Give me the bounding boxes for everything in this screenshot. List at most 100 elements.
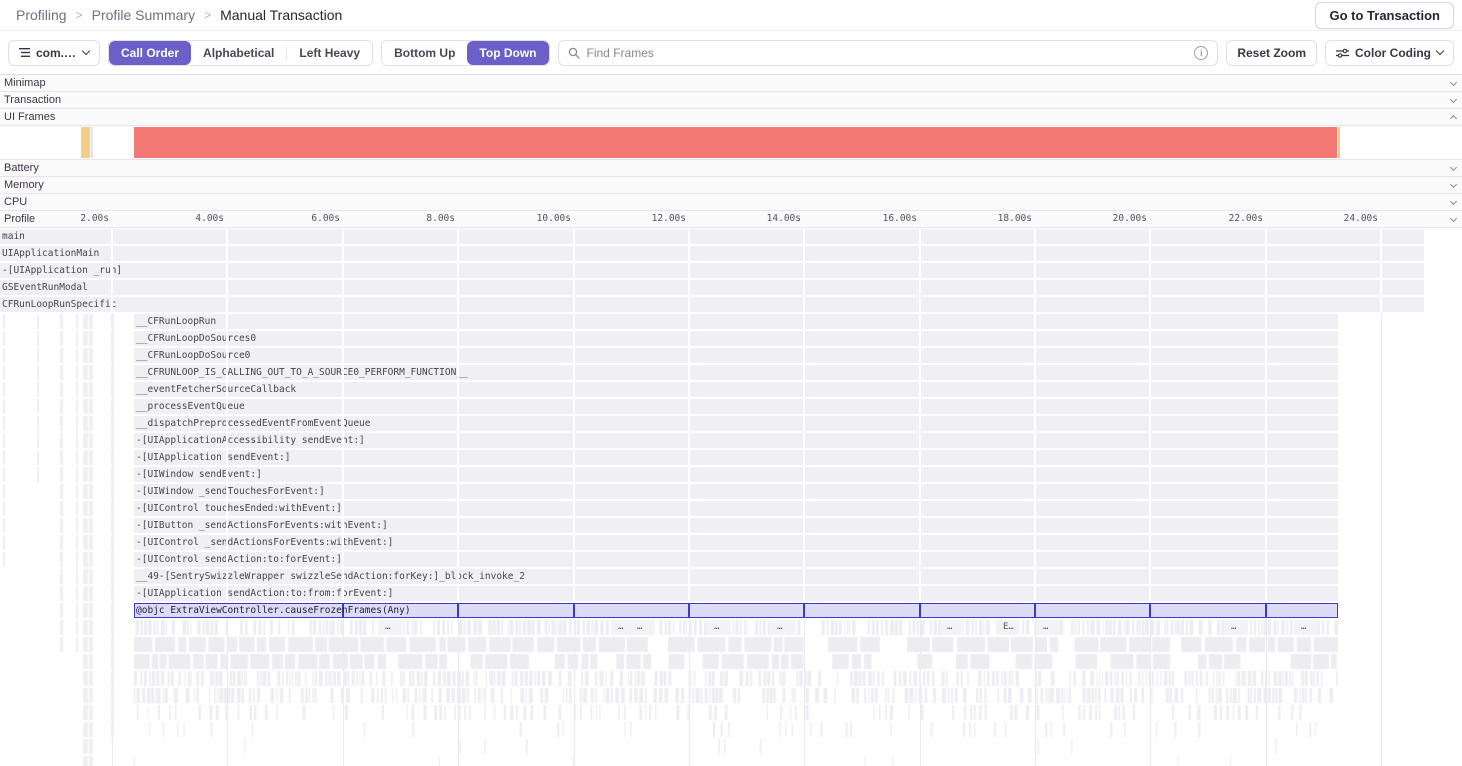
breadcrumb-item-profiling[interactable]: Profiling — [16, 7, 67, 23]
flame-frame[interactable]: -[UIApplication sendEvent:] — [134, 450, 1338, 465]
sort-button-group: Call Order Alphabetical Left Heavy — [108, 39, 374, 66]
reset-zoom-button[interactable]: Reset Zoom — [1226, 39, 1318, 66]
frame-split-gap — [688, 228, 690, 313]
section-label: UI Frames — [4, 111, 56, 123]
frame-split-gap — [688, 313, 690, 602]
truncated-frame-label[interactable]: … — [714, 622, 720, 632]
ui-frames-slow-frame — [81, 127, 90, 158]
flame-frame[interactable]: __CFRunLoopDoSources0 — [134, 331, 1338, 346]
truncated-frame-label[interactable]: … — [637, 622, 643, 632]
section-label: CPU — [4, 196, 28, 208]
chevron-down-icon — [1449, 180, 1458, 188]
ui-frames-track[interactable] — [0, 126, 1462, 160]
flame-frame[interactable]: UIApplicationMain — [0, 246, 1424, 261]
flame-frame[interactable]: -[UIControl sendAction:to:forEvent:] — [134, 552, 1338, 567]
truncated-frame-label[interactable]: … — [1301, 622, 1307, 632]
frame-split-gap — [919, 313, 921, 602]
flame-frame[interactable]: __CFRunLoopRun — [134, 314, 1338, 329]
selected-frame-label: @objc ExtraViewController.causeFrozenFra… — [136, 605, 411, 616]
frame-split-gap — [1380, 228, 1382, 313]
flamegraph-canvas-area[interactable]: main UIApplicationMain -[UIApplication _ru… — [0, 228, 1462, 766]
section-label: Minimap — [4, 77, 46, 89]
ui-frames-divider — [91, 127, 93, 158]
sort-button-left-heavy[interactable]: Left Heavy — [287, 40, 373, 65]
chevron-down-icon — [1449, 197, 1458, 205]
truncated-frame-label[interactable]: … — [947, 622, 953, 632]
frame-split-gap — [457, 228, 459, 313]
sort-button-call-order[interactable]: Call Order — [109, 40, 192, 65]
flame-frame[interactable]: CFRunLoopRunSpecific — [0, 297, 1424, 312]
flame-frame[interactable]: GSEventRunModal — [0, 280, 1424, 295]
selected-frame-segment[interactable] — [1150, 603, 1266, 618]
find-frames-input[interactable] — [586, 45, 1188, 60]
flame-frame[interactable]: -[UIButton _sendActionsForEvents:withEve… — [134, 518, 1338, 533]
flame-frame[interactable]: -[UIApplication sendAction:to:from:forEv… — [134, 586, 1338, 601]
time-axis-label: 10.00s — [536, 213, 571, 224]
frame-split-gap — [1034, 228, 1036, 313]
section-header-minimap[interactable]: Minimap — [0, 75, 1462, 92]
time-axis-label: 8.00s — [426, 213, 455, 224]
flame-frame[interactable]: __CFRunLoopDoSource0 — [134, 348, 1338, 363]
selected-frame-segment[interactable] — [804, 603, 920, 618]
truncated-frame-label[interactable]: … — [385, 622, 391, 632]
selected-frame-segment[interactable] — [343, 603, 458, 618]
selected-frame-segment[interactable] — [920, 603, 1035, 618]
selected-frame-segment[interactable] — [134, 603, 343, 618]
selected-frame-segment[interactable] — [458, 603, 574, 618]
find-frames-search[interactable]: i — [557, 39, 1219, 66]
frame-split-gap — [919, 228, 921, 313]
flame-frame[interactable]: __eventFetcherSourceCallback — [134, 382, 1338, 397]
flame-frame[interactable]: -[UIWindow sendEvent:] — [134, 467, 1338, 482]
truncated-frame-label[interactable]: … — [1043, 622, 1049, 632]
flame-frame[interactable]: -[UIApplication _run] — [0, 263, 1424, 278]
flame-frame[interactable]: __dispatchPreprocessedEventFromEventQueu… — [134, 416, 1338, 431]
chevron-down-icon — [1449, 163, 1458, 171]
frame-split-gap — [573, 313, 575, 602]
frame-split-gap — [803, 228, 805, 313]
flame-frame[interactable]: -[UIControl _sendActionsForEvents:withEv… — [134, 535, 1338, 550]
selected-frame-segment[interactable] — [1035, 603, 1150, 618]
selected-frame-row: @objc ExtraViewController.causeFrozenFra… — [134, 603, 1338, 618]
chevron-up-icon — [1449, 114, 1458, 123]
sort-button-alphabetical[interactable]: Alphabetical — [191, 40, 287, 65]
section-header-battery[interactable]: Battery — [0, 160, 1462, 177]
section-header-memory[interactable]: Memory — [0, 177, 1462, 194]
time-axis-label: 24.00s — [1343, 213, 1378, 224]
breadcrumb-separator: > — [204, 8, 212, 22]
time-axis-label: 4.00s — [195, 213, 224, 224]
selected-frame-segment[interactable] — [1266, 603, 1338, 618]
flamegraph-toolbar: com.apple.... Call OrderAlphabeticalLeft… — [0, 31, 1462, 75]
breadcrumb: Profiling > Profile Summary > Manual Transac… — [16, 7, 342, 23]
section-header-ui-frames[interactable]: UI Frames — [0, 109, 1462, 126]
sort-button-top-down[interactable]: Top Down — [467, 40, 549, 65]
flame-frame[interactable]: -[UIWindow _sendTouchesForEvent:] — [134, 484, 1338, 499]
thread-selector-dropdown[interactable]: com.apple.... — [8, 39, 100, 66]
flame-frame[interactable]: -[UIApplicationAccessibility sendEvent:] — [134, 433, 1338, 448]
selected-frame-segment[interactable] — [689, 603, 804, 618]
flame-frame[interactable]: __CFRUNLOOP_IS_CALLING_OUT_TO_A_SOURCE0_… — [134, 365, 1338, 380]
truncated-frame-label[interactable]: E… — [1003, 622, 1014, 632]
section-header-profile[interactable]: Profile 2.00s 4.00s 6.00s 8.00s 10.00s 12.00s 1… — [0, 211, 1462, 228]
go-to-transaction-button[interactable]: Go to Transaction — [1315, 1, 1454, 29]
color-coding-dropdown[interactable]: Color Coding — [1325, 39, 1454, 66]
section-header-cpu[interactable]: CPU — [0, 194, 1462, 211]
flame-frame[interactable]: __49-[SentrySwizzleWrapper swizzleSendAc… — [134, 569, 1338, 584]
breadcrumb-item-profile-summary[interactable]: Profile Summary — [91, 7, 196, 23]
flame-frame[interactable]: main — [0, 229, 1424, 244]
sliders-icon — [1336, 48, 1350, 58]
flame-frame[interactable]: __processEventQueue — [134, 399, 1338, 414]
truncated-frame-label[interactable]: … — [777, 622, 783, 632]
selected-frame-segment[interactable] — [574, 603, 689, 618]
section-header-transaction[interactable]: Transaction — [0, 92, 1462, 109]
frame-split-gap — [1149, 228, 1151, 313]
frame-split-gap — [342, 228, 344, 313]
direction-button-group: Bottom Up Top Down — [381, 39, 550, 66]
truncated-frame-label[interactable]: … — [1231, 622, 1237, 632]
sort-button-bottom-up[interactable]: Bottom Up — [382, 40, 468, 65]
info-icon[interactable]: i — [1194, 45, 1209, 60]
flame-frame[interactable]: -[UIControl touchesEnded:withEvent:] — [134, 501, 1338, 516]
section-label: Profile — [4, 213, 36, 225]
time-axis-label: 12.00s — [651, 213, 686, 224]
frame-split-gap — [803, 313, 805, 602]
truncated-frame-label[interactable]: … — [618, 622, 624, 632]
